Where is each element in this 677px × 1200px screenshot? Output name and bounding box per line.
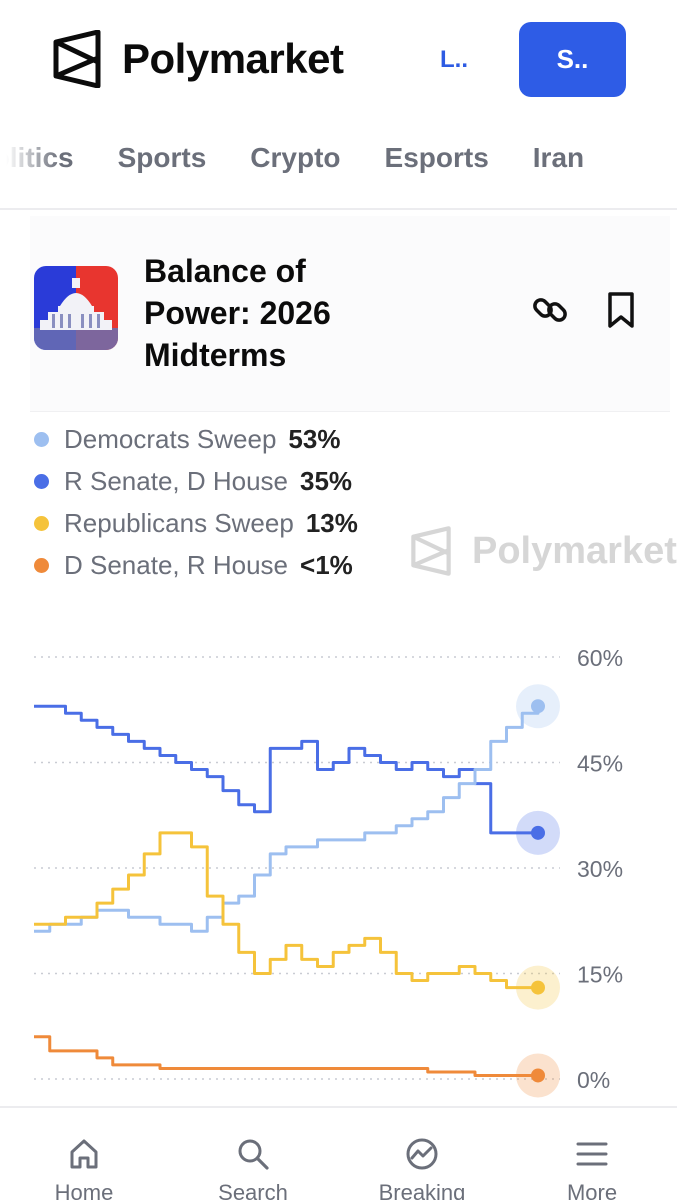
category-nav: Politics Sports Crypto Esports Iran	[0, 124, 677, 210]
tab-breaking[interactable]: Breaking	[362, 1136, 482, 1200]
polymarket-logo[interactable]: Polymarket	[52, 30, 344, 88]
tab-home[interactable]: Home	[24, 1136, 144, 1200]
series-line-democrats-sweep	[34, 706, 540, 933]
legend-value: 35%	[300, 465, 353, 496]
search-icon	[238, 1139, 269, 1170]
tab-more[interactable]: More	[532, 1136, 652, 1200]
legend-item: Democrats Sweep 53%	[34, 418, 358, 460]
market-header: Balance of Power: 2026 Midterms	[30, 216, 670, 412]
legend-value: 13%	[305, 507, 358, 538]
breaking-icon	[406, 1138, 438, 1170]
home-icon	[70, 1139, 98, 1169]
logo-text: Polymarket	[122, 35, 344, 82]
legend-dot-democrats-sweep	[34, 431, 49, 447]
nav-item-iran[interactable]: Iran	[532, 142, 585, 173]
nav-item-sports[interactable]: Sports	[117, 142, 207, 173]
nav-fade-right	[587, 124, 677, 204]
tab-label: Breaking	[378, 1180, 466, 1200]
tab-label: Search	[218, 1180, 288, 1200]
tab-label: More	[566, 1180, 618, 1200]
tab-label: Home	[54, 1180, 114, 1200]
series-line-d-senate-r-house	[34, 1035, 538, 1077]
polymarket-watermark-icon	[411, 526, 451, 576]
series-end-point	[531, 699, 545, 714]
price-chart[interactable]: 60% 45% 30% 15% 0%	[0, 630, 677, 1100]
series-line-r-senate-d-house	[34, 704, 538, 835]
legend-item: D Senate, R House <1%	[34, 544, 358, 586]
legend-dot-republicans-sweep	[34, 515, 49, 531]
signup-button[interactable]: S..	[519, 22, 626, 97]
nav-item-esports[interactable]: Esports	[384, 142, 489, 173]
legend-name: Republicans Sweep	[64, 507, 294, 538]
chart-legend: Democrats Sweep 53% R Senate, D House 35…	[34, 418, 358, 586]
legend-value: 53%	[288, 423, 341, 454]
y-tick-label: 0%	[577, 1067, 610, 1093]
y-tick-label: 45%	[577, 751, 623, 777]
bottom-tab-bar: Home Search Breaking More	[0, 1106, 677, 1200]
series-end-point	[531, 980, 545, 995]
legend-name: R Senate, D House	[64, 465, 289, 496]
market-title: Balance of Power: 2026 Midterms	[144, 253, 331, 373]
chart-watermark: Polymarket	[410, 526, 677, 576]
nav-item-crypto[interactable]: Crypto	[250, 142, 341, 173]
top-header: Polymarket L.. S..	[0, 0, 677, 120]
legend-item: R Senate, D House 35%	[34, 460, 358, 502]
legend-item: Republicans Sweep 13%	[34, 502, 358, 544]
series-end-point	[531, 825, 545, 840]
market-thumbnail	[34, 266, 118, 350]
link-icon[interactable]	[530, 290, 570, 330]
series-end-point	[531, 1068, 545, 1083]
legend-name: D Senate, R House	[64, 549, 289, 580]
legend-dot-d-senate-r-house	[34, 557, 49, 573]
bookmark-icon[interactable]	[604, 290, 638, 330]
legend-value: <1%	[300, 549, 353, 580]
polymarket-logo-icon	[53, 30, 101, 88]
y-tick-label: 15%	[577, 962, 623, 988]
login-link[interactable]: L..	[440, 46, 468, 73]
menu-icon	[576, 1142, 608, 1166]
tab-search[interactable]: Search	[193, 1136, 313, 1200]
y-tick-label: 60%	[577, 645, 623, 671]
series-line-republicans-sweep	[34, 831, 538, 990]
legend-name: Democrats Sweep	[64, 423, 277, 454]
watermark-text: Polymarket	[472, 529, 677, 572]
y-tick-label: 30%	[577, 856, 623, 882]
legend-dot-r-senate-d-house	[34, 473, 49, 489]
nav-fade-left	[0, 124, 60, 204]
